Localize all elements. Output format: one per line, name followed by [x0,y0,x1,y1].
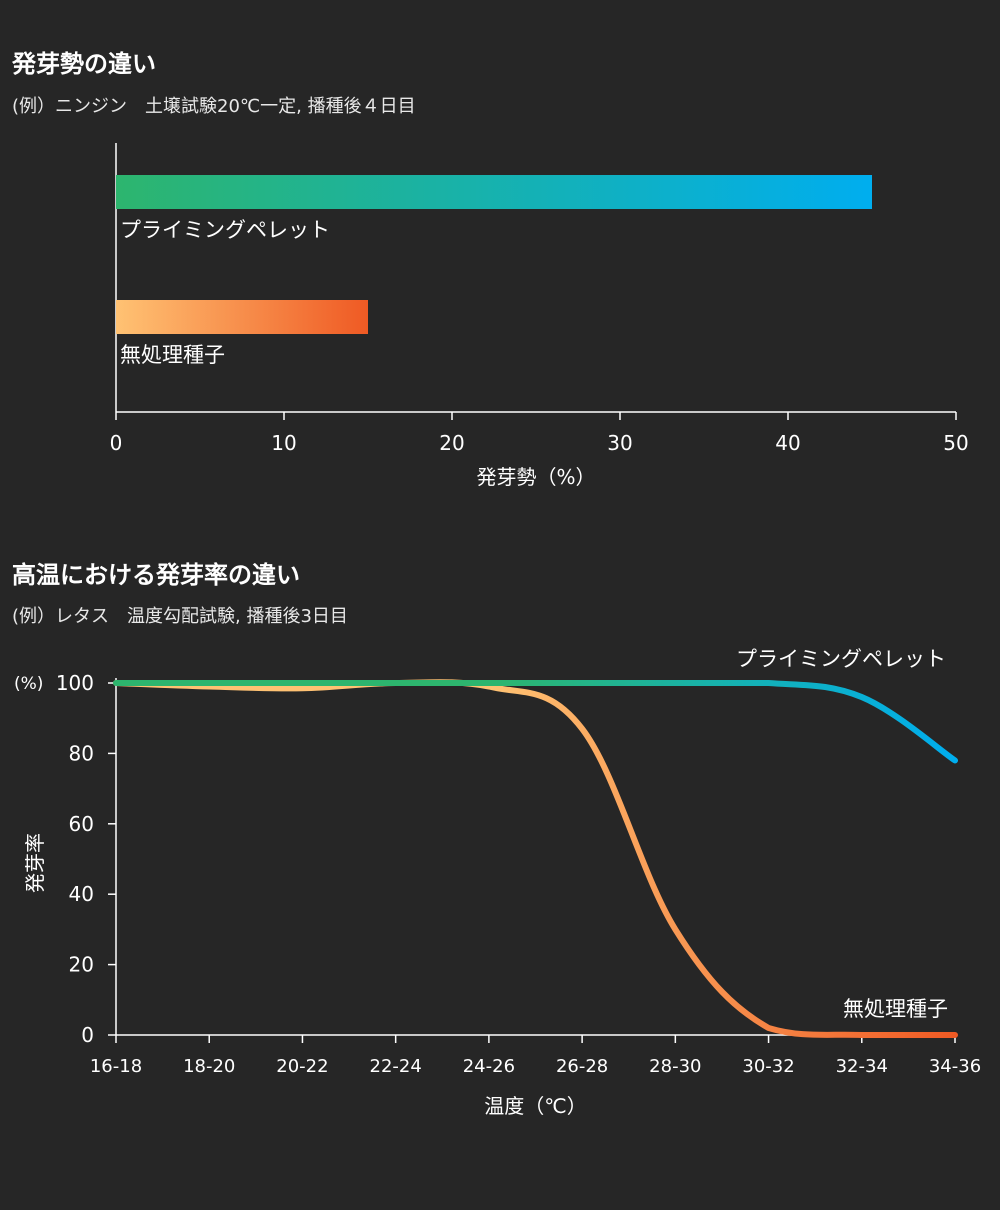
bar-chart-x-tick-label: 40 [775,431,800,455]
bar-chart-x-axis-title: 発芽勢（%） [476,465,595,489]
line-untreated-seed [113,679,958,1039]
bar-chart-x-tick-label: 20 [439,431,464,455]
line-chart-x-tick-label: 22-24 [370,1056,422,1077]
line-chart-y-tick-label: 60 [69,812,94,836]
line-chart-x-tick-label: 32-34 [836,1056,888,1077]
line-priming-pellet [113,679,958,764]
line-chart-y-tick-label: 100 [56,671,94,695]
line-chart-x-tick-label: 26-28 [556,1056,608,1077]
chart2-subtitle: (例）レタス 温度勾配試験, 播種後3日目 [12,606,348,627]
bar-category-label: プライミングペレット [120,218,330,242]
line-chart-y-unit: (%) [14,674,43,694]
series-label-untreated-seed: 無処理種子 [843,997,948,1021]
bar-untreated-seed [116,300,368,334]
line-chart-y-tick-label: 80 [69,741,94,765]
bar-chart-x-tick-label: 30 [607,431,632,455]
line-chart-y-tick-label: 0 [81,1023,94,1047]
series-label-priming-pellet: プライミングペレット [736,647,946,671]
chart1-title: 発芽勢の違い [12,50,156,78]
bar-chart-x-tick-label: 0 [110,431,123,455]
line-chart-y-tick-label: 40 [69,882,94,906]
bar-category-label: 無処理種子 [120,343,225,367]
line-chart-x-tick-label: 20-22 [276,1056,328,1077]
chart2-title: 高温における発芽率の違い [12,561,300,589]
line-chart-y-axis-title: 発芽率 [23,833,47,893]
line-chart-x-tick-label: 28-30 [649,1056,701,1077]
line-chart-x-tick-label: 16-18 [90,1056,142,1077]
bar-chart-x-tick-label: 50 [943,431,968,455]
line-chart-x-axis-title: 温度（℃） [484,1094,586,1118]
bar-chart-x-tick-label: 10 [271,431,296,455]
line-chart-x-tick-label: 24-26 [463,1056,515,1077]
line-chart-y-tick-label: 20 [69,953,94,977]
line-chart-x-tick-label: 34-36 [929,1056,981,1077]
germination-rate-line-chart: 0 20 40 60 80 100 (%) 発芽率 16-18 18-20 20-22 22-24 24… [14,647,981,1118]
line-chart-x-tick-label: 30-32 [742,1056,794,1077]
line-chart-x-tick-label: 18-20 [183,1056,235,1077]
bar-priming-pellet [116,175,872,209]
chart1-subtitle: (例）ニンジン 土壌試験20℃一定, 播種後４日目 [12,96,416,117]
